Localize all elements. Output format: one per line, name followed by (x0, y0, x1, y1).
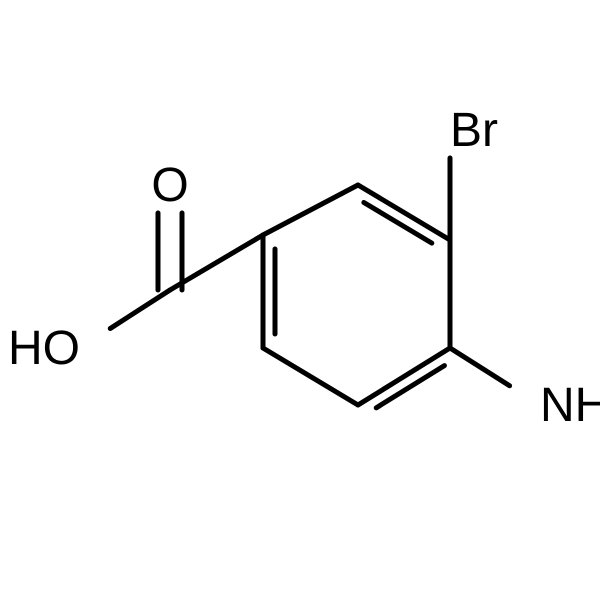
bond (450, 348, 510, 386)
molecule-diagram: O HO Br NH2 (0, 0, 600, 600)
atom-label-o2: HO (8, 322, 80, 375)
bond (358, 185, 450, 240)
atom-label-n: NH2 (540, 379, 600, 437)
bond (110, 290, 170, 328)
bond (358, 348, 450, 405)
bond (263, 185, 358, 235)
bond (263, 348, 358, 405)
atom-label-o1: O (151, 159, 188, 212)
atom-label-br: Br (450, 104, 498, 157)
